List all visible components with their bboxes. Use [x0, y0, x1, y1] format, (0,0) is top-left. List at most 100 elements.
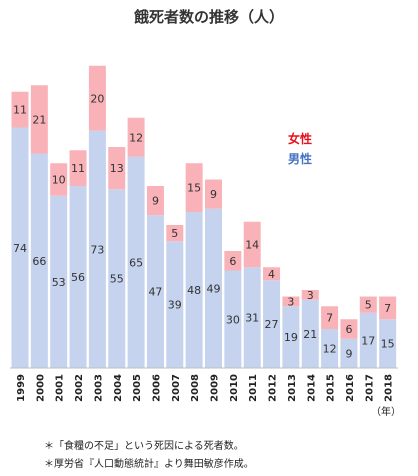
bar-male-2015 [321, 329, 339, 368]
label-female-2002: 11 [71, 162, 85, 175]
bar-female-2000 [30, 85, 48, 154]
x-tick-2016: 2016 [345, 374, 356, 402]
legend-female: 女性 [288, 131, 312, 146]
bar-male-2007 [166, 241, 184, 368]
bar-female-2002 [69, 150, 87, 186]
x-tick-2006: 2006 [151, 374, 162, 402]
x-tick-2001: 2001 [55, 374, 66, 402]
label-male-2002: 56 [71, 271, 85, 284]
legend-male: 男性 [288, 151, 312, 166]
bar-male-2010 [224, 270, 242, 368]
bar-female-2003 [88, 65, 106, 131]
bar-female-2008 [185, 163, 203, 212]
label-male-2014: 21 [303, 328, 317, 341]
label-female-2010: 6 [229, 255, 236, 268]
bar-male-2013 [282, 306, 300, 368]
label-male-2016: 9 [345, 347, 352, 360]
label-male-2001: 53 [52, 276, 66, 289]
label-male-2011: 31 [245, 312, 259, 325]
x-tick-2008: 2008 [190, 374, 201, 402]
bar-male-2014 [301, 299, 319, 368]
label-male-2000: 66 [32, 255, 46, 268]
bar-male-2006 [146, 215, 164, 368]
label-female-2001: 10 [52, 174, 66, 187]
bar-female-2012 [263, 267, 281, 281]
label-male-2003: 73 [90, 243, 104, 256]
x-axis-unit: （年） [371, 405, 401, 418]
bar-female-2016 [340, 319, 358, 339]
bar-male-2009 [205, 208, 222, 368]
label-female-1999: 11 [13, 104, 27, 117]
x-tick-2011: 2011 [248, 374, 259, 402]
bar-male-2003 [88, 130, 106, 368]
label-male-2009: 49 [207, 282, 221, 295]
bar-female-2005 [127, 117, 145, 157]
bar-female-2018 [379, 296, 397, 320]
x-tick-2007: 2007 [171, 374, 182, 402]
label-female-2015: 7 [326, 312, 333, 325]
bar-male-2001 [50, 195, 68, 368]
bar-male-2008 [185, 212, 203, 368]
label-male-2008: 48 [187, 284, 201, 297]
x-tick-2009: 2009 [210, 374, 221, 402]
bar-female-2014 [301, 290, 319, 300]
bar-female-2017 [359, 296, 377, 313]
x-axis-ticks: 1999 2000 2001 2002 2003 2004 2005 2006 2007 2008… [16, 374, 395, 402]
label-female-2012: 4 [268, 268, 275, 281]
x-tick-2015: 2015 [326, 374, 337, 402]
label-female-2003: 20 [90, 92, 104, 105]
x-tick-2000: 2000 [35, 374, 46, 402]
bar-female-2004 [108, 147, 126, 190]
bar-male-2004 [108, 189, 126, 368]
x-tick-2010: 2010 [229, 374, 240, 402]
label-female-2006: 9 [152, 195, 159, 208]
label-female-2000: 21 [32, 113, 46, 126]
bar-male-2017 [359, 312, 377, 368]
x-tick-2013: 2013 [287, 374, 298, 402]
x-tick-2005: 2005 [132, 374, 143, 402]
note-cause: ＊「食糧の不足」という死因による死者数。 [44, 441, 244, 452]
x-tick-2003: 2003 [93, 374, 104, 402]
bar-male-2018 [379, 319, 397, 368]
label-male-1999: 74 [13, 242, 27, 255]
label-female-2016: 6 [345, 323, 352, 336]
label-male-2015: 12 [323, 343, 337, 356]
x-tick-2017: 2017 [364, 374, 375, 402]
label-male-2006: 47 [148, 286, 162, 299]
bar-male-2002 [69, 186, 87, 368]
x-tick-2004: 2004 [113, 374, 124, 402]
label-female-2007: 5 [171, 227, 178, 240]
note-source: ＊厚労省『人口動態統計』より舞田敏彦作成。 [44, 459, 254, 470]
bar-area: 7411662153105611732055136512479395481549… [11, 65, 397, 368]
label-female-2014: 3 [307, 289, 314, 302]
x-tick-2014: 2014 [306, 374, 317, 402]
x-tick-2012: 2012 [268, 374, 279, 402]
x-tick-2018: 2018 [384, 374, 395, 402]
label-female-2018: 7 [384, 302, 391, 315]
x-tick-2002: 2002 [74, 374, 85, 402]
bar-female-2006 [146, 186, 164, 216]
bar-female-2013 [282, 296, 300, 307]
bar-female-2011 [243, 221, 261, 268]
bar-female-2010 [224, 251, 242, 271]
label-male-2013: 19 [284, 331, 298, 344]
bar-female-1999 [11, 91, 29, 128]
label-male-2018: 15 [381, 338, 395, 351]
bar-male-2000 [30, 153, 48, 368]
label-male-2017: 17 [361, 334, 375, 347]
bar-male-2016 [340, 338, 358, 368]
label-male-2010: 30 [226, 313, 240, 326]
bar-female-2007 [166, 225, 184, 242]
label-female-2009: 9 [210, 188, 217, 201]
label-female-2008: 15 [187, 182, 201, 195]
label-female-2011: 14 [245, 239, 259, 252]
label-female-2013: 3 [287, 295, 294, 308]
label-female-2005: 12 [129, 131, 143, 144]
label-female-2017: 5 [365, 299, 372, 312]
bar-male-2011 [243, 267, 261, 368]
bar-male-1999 [11, 127, 29, 368]
chart-title: 餓死者数の推移（人） [134, 8, 284, 26]
label-male-2005: 65 [129, 256, 143, 269]
label-male-2004: 55 [110, 273, 124, 286]
